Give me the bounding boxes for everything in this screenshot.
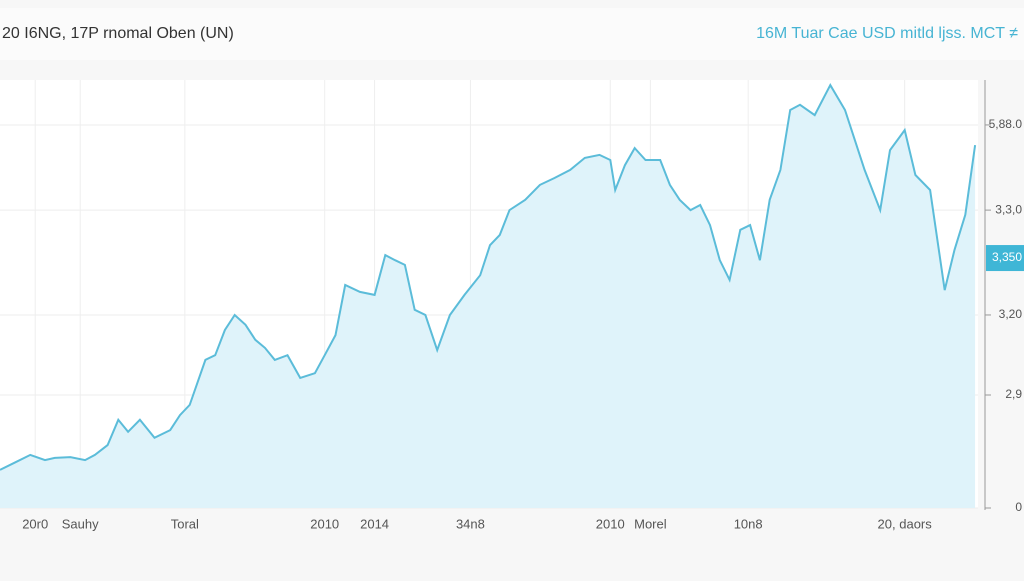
value-marker-label: 3,350 <box>992 250 1022 264</box>
header-bar <box>0 8 1024 60</box>
x-tick-label: 10n8 <box>734 516 763 531</box>
y-tick-label: 2,9 <box>1005 387 1022 401</box>
x-tick-label: Morel <box>634 516 667 531</box>
x-tick-label: Toral <box>171 516 199 531</box>
x-tick-label: Sauhy <box>62 516 99 531</box>
line <box>0 83 977 471</box>
x-tick-label: 20r0 <box>22 516 48 531</box>
chart-subtitle: 16M Tuar Cae USD mitld ljss. MCT ≠ <box>756 25 1018 42</box>
y-tick-label: 3,20 <box>999 307 1023 321</box>
y-tick-label: 5,88.0 <box>989 117 1023 131</box>
x-tick-label: 2010 <box>310 516 339 531</box>
x-tick-label: 34n8 <box>456 516 485 531</box>
y-tick-label: 3,3,0 <box>995 202 1022 216</box>
value-marker <box>986 245 1024 272</box>
x-tick-label: 2014 <box>360 516 389 531</box>
chart-title: 20 I6NG, 17P rnomal Oben (UN) <box>2 25 234 42</box>
x-tick-label: 20, daors <box>878 516 933 531</box>
x-tick-label: 2010 <box>596 516 625 531</box>
y-tick-label: 0 <box>1015 500 1022 514</box>
area <box>0 85 976 508</box>
